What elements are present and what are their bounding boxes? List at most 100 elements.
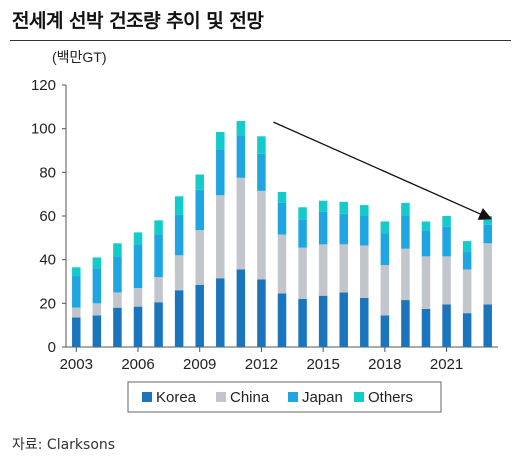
bar-others-2021 — [442, 216, 451, 227]
bar-china-2007 — [154, 277, 163, 303]
bar-others-2006 — [133, 232, 143, 245]
bar-korea-2017 — [360, 297, 369, 347]
source-note: 자료: Clarksons — [12, 437, 116, 453]
bar-korea-2012 — [257, 279, 266, 347]
x-tick-label: 2003 — [60, 356, 93, 373]
bar-others-2012 — [257, 136, 266, 154]
bar-japan-2020 — [421, 230, 431, 257]
bar-japan-2014 — [298, 219, 307, 248]
bar-korea-2003 — [72, 317, 81, 347]
legend-swatch-others — [354, 392, 364, 402]
bar-china-2014 — [298, 247, 307, 299]
bar-others-2014 — [298, 207, 307, 220]
x-tick-label: 2018 — [368, 356, 401, 373]
bar-japan-2018 — [380, 233, 390, 266]
bar-japan-2019 — [401, 216, 410, 249]
bar-china-2018 — [380, 265, 390, 316]
bar-china-2010 — [216, 195, 225, 279]
bar-china-2013 — [277, 234, 287, 294]
bar-korea-2019 — [401, 300, 410, 347]
bar-japan-2010 — [216, 149, 225, 196]
bar-others-2018 — [380, 221, 390, 234]
bar-japan-2008 — [174, 214, 184, 256]
bar-others-2010 — [216, 131, 225, 150]
bar-china-2005 — [113, 292, 122, 308]
bar-japan-2017 — [360, 216, 369, 246]
bar-korea-2016 — [339, 292, 348, 347]
legend-swatch-korea — [142, 392, 152, 402]
bar-japan-2004 — [92, 268, 102, 304]
bar-japan-2021 — [442, 226, 451, 257]
bar-others-2015 — [318, 200, 328, 212]
bar-japan-2022 — [462, 252, 472, 270]
bar-japan-2015 — [318, 211, 328, 245]
y-tick-label: 100 — [31, 121, 56, 138]
bar-korea-2011 — [236, 269, 246, 347]
bar-others-2019 — [401, 202, 410, 216]
bar-korea-2006 — [133, 306, 143, 347]
bar-japan-2012 — [257, 153, 266, 191]
bar-korea-2014 — [298, 298, 307, 347]
y-tick-label: 80 — [39, 164, 56, 181]
y-tick-label: 120 — [31, 77, 56, 94]
bar-korea-2020 — [421, 308, 431, 347]
bar-others-2013 — [277, 191, 287, 203]
bar-china-2019 — [401, 248, 410, 301]
stacked-bar-chart: (백만GT) 0 20 40 60 80 100 120 2003 2006 2009 2012 20… — [31, 49, 498, 413]
bar-china-2006 — [133, 288, 143, 307]
bar-japan-2023 — [483, 224, 492, 244]
bar-japan-2003 — [72, 276, 81, 308]
bar-china-2017 — [360, 245, 369, 298]
bar-others-2017 — [360, 205, 369, 216]
bar-japan-2009 — [195, 189, 204, 231]
bar-others-2003 — [72, 267, 81, 277]
bar-korea-2023 — [483, 304, 492, 347]
bar-others-2004 — [92, 257, 102, 269]
bar-korea-2022 — [462, 313, 472, 347]
bar-china-2015 — [318, 244, 328, 296]
bar-others-2008 — [174, 196, 184, 215]
y-tick-label: 20 — [39, 295, 56, 312]
bar-korea-2021 — [442, 304, 451, 347]
y-tick-label: 60 — [39, 208, 56, 225]
bar-korea-2004 — [92, 315, 102, 347]
bar-china-2011 — [236, 177, 246, 270]
bar-others-2022 — [462, 241, 472, 253]
bar-korea-2013 — [277, 293, 287, 347]
bar-china-2009 — [195, 230, 204, 285]
x-tick-label: 2006 — [121, 356, 154, 373]
legend-label-japan: Japan — [302, 389, 343, 406]
bar-korea-2005 — [113, 307, 122, 347]
bar-china-2008 — [174, 255, 184, 291]
bar-korea-2008 — [174, 290, 184, 347]
bar-others-2007 — [154, 220, 163, 235]
bar-china-2012 — [257, 190, 266, 280]
bar-japan-2006 — [133, 244, 143, 289]
bar-china-2020 — [421, 256, 431, 309]
legend-swatch-japan — [288, 392, 298, 402]
bar-korea-2010 — [216, 278, 225, 347]
bar-japan-2007 — [154, 234, 163, 278]
trend-arrow — [273, 121, 493, 220]
bar-others-2020 — [421, 221, 431, 231]
bar-others-2009 — [195, 174, 204, 190]
unit-label: (백만GT) — [52, 49, 107, 65]
bar-others-2023 — [483, 216, 492, 225]
bar-china-2003 — [72, 307, 81, 318]
bar-china-2016 — [339, 244, 348, 293]
bar-others-2016 — [339, 201, 348, 214]
bar-china-2021 — [442, 256, 451, 305]
legend-box — [127, 381, 442, 413]
bar-japan-2011 — [236, 135, 246, 178]
legend-swatch-china — [216, 392, 226, 402]
bar-korea-2015 — [318, 295, 328, 347]
y-tick-label: 40 — [39, 252, 56, 269]
legend-label-china: China — [230, 389, 270, 406]
bar-others-2011 — [236, 121, 246, 136]
legend-label-korea: Korea — [156, 389, 197, 406]
x-tick-label: 2009 — [183, 356, 216, 373]
x-tick-label: 2012 — [245, 356, 278, 373]
x-tick-label: 2015 — [306, 356, 339, 373]
legend-label-others: Others — [368, 389, 413, 406]
title-divider — [10, 40, 511, 41]
